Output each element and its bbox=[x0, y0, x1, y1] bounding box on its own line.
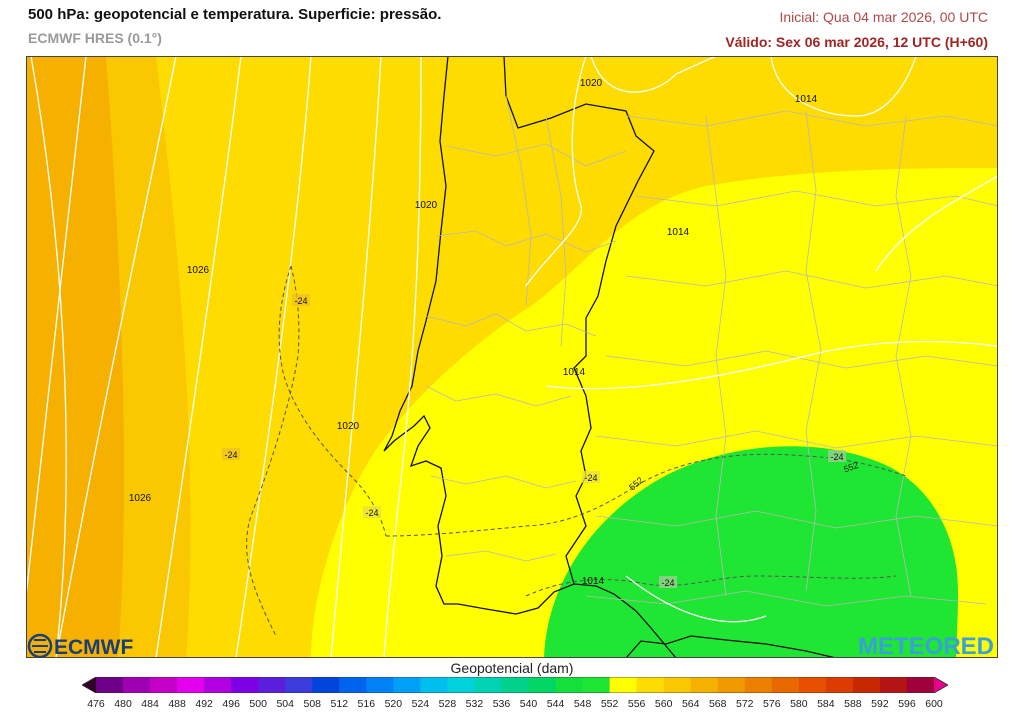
weather-map: 1020 1014 1020 1014 1026 1014 1020 1026 … bbox=[26, 56, 998, 658]
colorbar-tick-label: 600 bbox=[925, 698, 943, 710]
geopotential-label: 552 bbox=[842, 460, 860, 475]
isobar-label: 1014 bbox=[582, 576, 605, 587]
colorbar-tick-label: 528 bbox=[438, 698, 457, 710]
isobar-label: 1014 bbox=[667, 227, 690, 238]
colorbar-tick-label: 548 bbox=[573, 698, 592, 710]
colorbar-segment bbox=[555, 677, 584, 693]
isotherm-label: -24 bbox=[661, 578, 674, 588]
colorbar-tick-label: 524 bbox=[411, 698, 430, 710]
colorbar-tick-label: 520 bbox=[384, 698, 403, 710]
colorbar-segment bbox=[123, 677, 151, 693]
colorbar-arrow-left bbox=[82, 677, 96, 693]
colorbar-segment bbox=[906, 677, 935, 693]
colorbar-segment bbox=[663, 677, 692, 693]
colorbar-tick-label: 480 bbox=[114, 698, 132, 710]
colorbar-tick-label: 596 bbox=[898, 698, 916, 710]
admin-borders bbox=[425, 95, 998, 607]
colorbar-tick-label: 540 bbox=[519, 698, 538, 710]
colorbar-segment bbox=[501, 677, 530, 693]
colorbar-tick-label: 496 bbox=[222, 698, 240, 710]
colorbar-tick-label: 488 bbox=[168, 698, 186, 710]
isobars bbox=[26, 56, 998, 658]
colorbar-segment bbox=[636, 677, 665, 693]
colorbar-segment bbox=[366, 677, 394, 693]
isotherm-label: -24 bbox=[584, 473, 597, 483]
colorbar-segment bbox=[474, 677, 502, 693]
colorbar-segment bbox=[339, 677, 367, 693]
colorbar-segment bbox=[771, 677, 800, 693]
colorbar-tick-label: 544 bbox=[546, 698, 565, 710]
colorbar-tick-label: 576 bbox=[763, 698, 781, 710]
colorbar-tick-label: 500 bbox=[249, 698, 267, 710]
colorbar-tick-label: 588 bbox=[844, 698, 862, 710]
colorbar-segment bbox=[204, 677, 232, 693]
isobar-label: 1020 bbox=[415, 200, 438, 211]
colorbar bbox=[82, 677, 948, 693]
colorbar-segment bbox=[825, 677, 854, 693]
colorbar-tick-label: 512 bbox=[330, 698, 349, 710]
initial-time: Inicial: Qua 04 mar 2026, 00 UTC bbox=[779, 9, 988, 25]
colorbar-tick-label: 484 bbox=[141, 698, 159, 710]
isobar-label: 1026 bbox=[129, 493, 152, 504]
colorbar-tick-label: 536 bbox=[492, 698, 511, 710]
colorbar-tick-label: 532 bbox=[465, 698, 484, 710]
colorbar-segment bbox=[447, 677, 475, 693]
isobar-label: 1014 bbox=[563, 367, 586, 378]
colorbar-segment bbox=[393, 677, 421, 693]
map-title: 500 hPa: geopotencial e temperatura. Sup… bbox=[28, 6, 442, 23]
colorbar-segment bbox=[420, 677, 448, 693]
colorbar-tick-label: 504 bbox=[276, 698, 294, 710]
colorbar-arrow-right bbox=[934, 677, 948, 693]
isobar-label: 1020 bbox=[580, 78, 603, 89]
header-right: Inicial: Qua 04 mar 2026, 00 UTC Válido:… bbox=[725, 8, 988, 51]
colorbar-segment bbox=[312, 677, 340, 693]
colorbar-tick-label: 572 bbox=[736, 698, 754, 710]
isotherm-label: -24 bbox=[830, 452, 843, 462]
meteored-logo: METEORED bbox=[858, 633, 994, 658]
colorbar-segment bbox=[177, 677, 205, 693]
colorbar-labels: 476 480 484 488 492 496 500 504 508 512 516 520 524 5… bbox=[0, 698, 1024, 714]
colorbar-tick-label: 560 bbox=[654, 698, 673, 710]
isotherm-label: -24 bbox=[365, 508, 378, 518]
colorbar-segment bbox=[582, 677, 611, 693]
colorbar-tick-label: 476 bbox=[87, 698, 105, 710]
colorbar-segment bbox=[528, 677, 557, 693]
colorbar-tick-label: 564 bbox=[681, 698, 700, 710]
colorbar-title: Geopotencial (dam) bbox=[450, 660, 574, 676]
colorbar-segment bbox=[285, 677, 313, 693]
colorbar-tick-label: 568 bbox=[708, 698, 727, 710]
isobar-label: 1020 bbox=[337, 421, 360, 432]
isotherm-label: -24 bbox=[224, 450, 237, 460]
colorbar-segment bbox=[852, 677, 881, 693]
colorbar-segment bbox=[96, 677, 124, 693]
colorbar-segment bbox=[717, 677, 746, 693]
colorbar-segment bbox=[258, 677, 286, 693]
valid-time: Válido: Sex 06 mar 2026, 12 UTC (H+60) bbox=[725, 34, 988, 50]
colorbar-segment bbox=[150, 677, 178, 693]
model-label: ECMWF HRES (0.1°) bbox=[28, 30, 162, 46]
field-548 bbox=[544, 446, 958, 658]
colorbar-tick-label: 556 bbox=[627, 698, 646, 710]
isobar-label: 1026 bbox=[187, 265, 210, 276]
colorbar-tick-label: 584 bbox=[817, 698, 835, 710]
isotherms bbox=[246, 265, 907, 637]
header-left: 500 hPa: geopotencial e temperatura. Sup… bbox=[28, 6, 441, 47]
colorbar-tick-label: 592 bbox=[871, 698, 889, 710]
colorbar-tick-label: 508 bbox=[303, 698, 322, 710]
colorbar-tick-label: 580 bbox=[790, 698, 808, 710]
isobar-label: 1014 bbox=[795, 94, 818, 105]
coastline-north-africa bbox=[625, 635, 837, 658]
colorbar-segment bbox=[609, 677, 638, 693]
colorbar-segment bbox=[744, 677, 773, 693]
colorbar-tick-label: 492 bbox=[195, 698, 213, 710]
colorbar-tick-label: 552 bbox=[600, 698, 619, 710]
colorbar-segment bbox=[690, 677, 719, 693]
ecmwf-logo-text: ECMWF bbox=[54, 636, 133, 658]
colorbar-segment bbox=[879, 677, 908, 693]
colorbar-segment bbox=[231, 677, 259, 693]
isotherm-label: -24 bbox=[294, 296, 307, 306]
colorbar-tick-label: 516 bbox=[357, 698, 376, 710]
colorbar-segment bbox=[798, 677, 827, 693]
